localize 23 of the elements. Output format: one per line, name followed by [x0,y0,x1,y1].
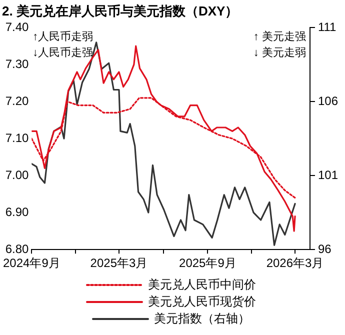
legend-label: 美元兑人民币现货价 [148,294,256,308]
y-tick-label: 7.10 [5,130,30,145]
annotation: ↑ 美元走强 [253,30,306,44]
x-tick-label: 2025年9月 [179,256,236,270]
x-tick-label: 2024年9月 [2,256,60,270]
y2-tick-label: 106 [318,94,338,108]
y-tick-label: 7.40 [5,20,30,34]
annotation: ↑人民币走弱 [32,30,94,44]
annotation: ↓人民币走强 [32,46,94,60]
x-tick-label: 2025年3月 [90,256,148,270]
y-tick-label: 7.00 [5,168,30,182]
y-tick-label: 6.80 [5,242,30,256]
legend-label: 美元指数（右轴） [154,311,250,326]
y2-tick-label: 96 [318,242,332,256]
x-tick-label: 2026年3月 [266,256,324,270]
legend-label: 美元兑人民币中间价 [148,277,256,292]
y-tick-label: 6.90 [5,204,30,219]
y-tick-label: 7.20 [5,94,30,108]
chart-title: 2. 美元兑在岸人民币与美元指数（DXY） [2,3,238,18]
y2-tick-label: 111 [318,20,337,34]
y-tick-label: 7.30 [5,56,30,71]
y2-tick-label: 101 [318,168,338,182]
annotation: ↓ 美元走弱 [253,46,306,60]
